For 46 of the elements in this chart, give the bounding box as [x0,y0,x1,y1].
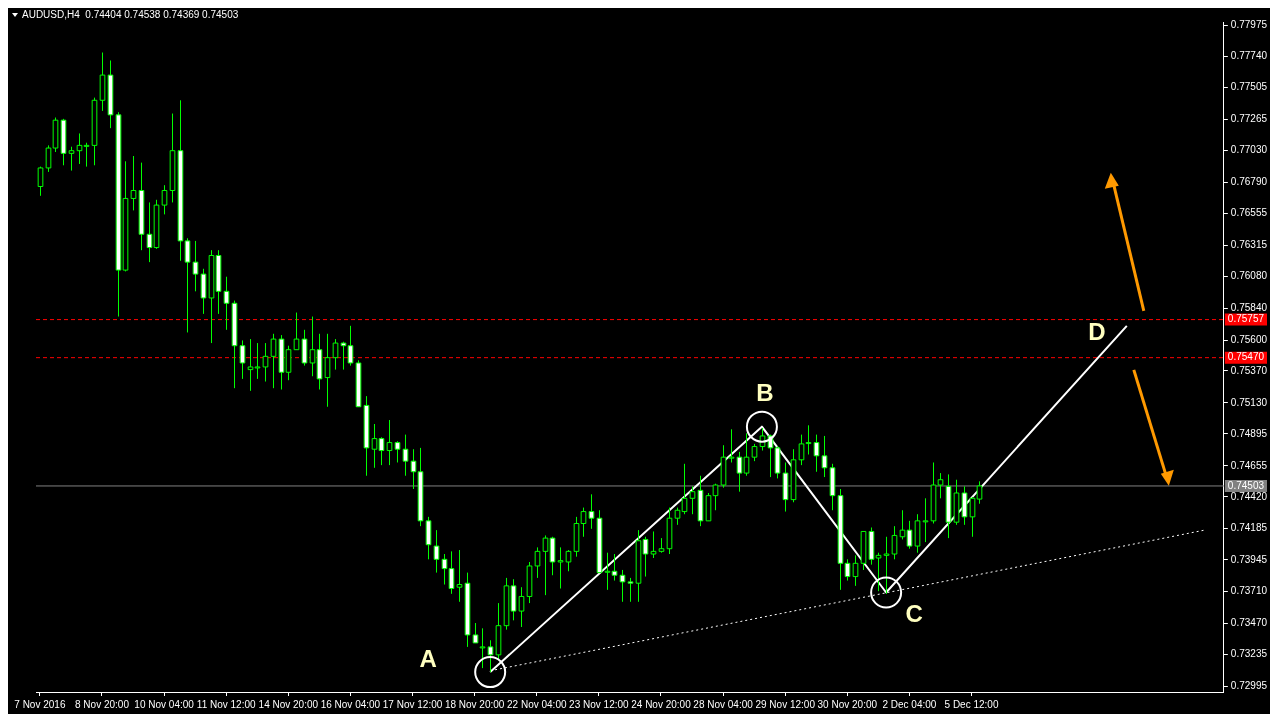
annotation: C [905,600,923,628]
x-tick-label: 22 Nov 04:00 [507,698,567,710]
y-tick-label: 0.76555 [1230,207,1268,219]
x-tick-label: 8 Nov 20:00 [75,698,130,710]
ref-line-label: 0.74503 [1227,479,1265,491]
x-tick-label: 5 Dec 12:00 [944,698,999,710]
y-tick-label: 0.76315 [1230,239,1268,251]
ref-line-label: 0.75470 [1227,351,1265,363]
y-tick-label: 0.73710 [1230,584,1268,596]
y-tick-label: 0.73945 [1230,553,1268,565]
y-tick-label: 0.74185 [1230,521,1268,533]
x-tick-label: 11 Nov 12:00 [196,698,257,710]
y-tick-label: 0.75840 [1230,302,1268,314]
ref-line-label: 0.75757 [1227,313,1265,325]
annotation: B [756,379,774,407]
y-tick-label: 0.76790 [1230,176,1268,188]
y-tick-label: 0.75370 [1230,364,1268,376]
y-tick-label: 0.77740 [1230,50,1268,62]
chart-title: AUDUSD,H4 0.74404 0.74538 0.74369 0.74503 [22,9,239,20]
y-tick-label: 0.77505 [1230,81,1268,93]
x-tick-label: 29 Nov 12:00 [755,698,816,710]
x-tick-label: 14 Nov 20:00 [258,698,319,710]
y-tick-label: 0.74895 [1230,427,1268,439]
x-tick-label: 2 Dec 04:00 [882,698,937,710]
y-tick-label: 0.73470 [1230,616,1268,628]
y-tick-label: 0.77265 [1230,113,1268,125]
y-tick-label: 0.77975 [1230,19,1268,31]
y-tick-label: 0.76080 [1230,270,1268,282]
y-tick-label: 0.74420 [1230,490,1268,502]
x-tick-label: 23 Nov 12:00 [569,698,630,710]
x-tick-label: 28 Nov 04:00 [693,698,754,710]
x-tick-label: 17 Nov 12:00 [382,698,443,710]
annotation: D [1088,318,1106,346]
y-tick-label: 0.74655 [1230,459,1268,471]
y-tick-label: 0.75130 [1230,396,1268,408]
x-tick-label: 7 Nov 2016 [14,698,66,710]
annotation: A [419,644,437,672]
x-tick-label: 24 Nov 20:00 [631,698,692,710]
x-tick-label: 30 Nov 20:00 [817,698,878,710]
y-tick-label: 0.72995 [1230,679,1268,691]
y-tick-label: 0.73235 [1230,647,1268,659]
x-tick-label: 18 Nov 20:00 [444,698,505,710]
x-tick-label: 16 Nov 04:00 [320,698,381,710]
x-tick-label: 10 Nov 04:00 [134,698,195,710]
y-tick-label: 0.77030 [1230,144,1268,156]
y-tick-label: 0.75600 [1230,334,1268,346]
